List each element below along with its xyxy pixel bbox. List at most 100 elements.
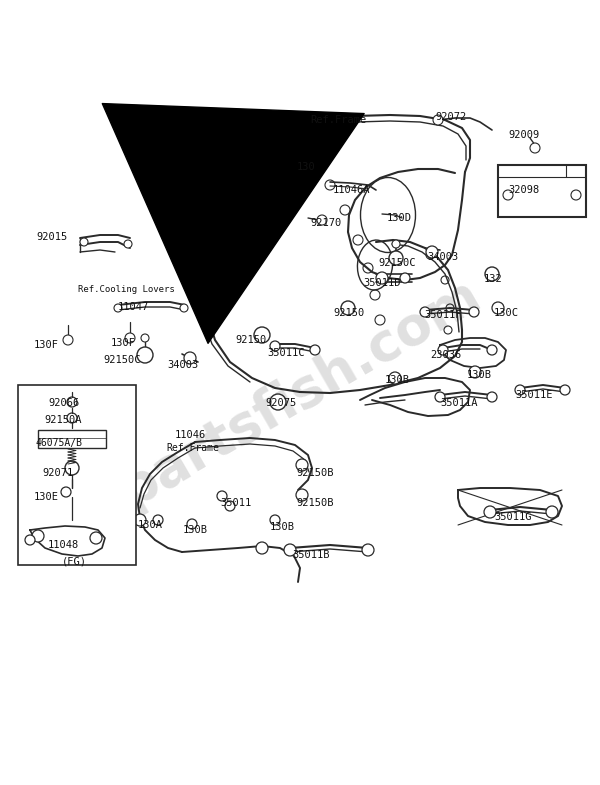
Circle shape [67, 397, 77, 407]
Circle shape [137, 347, 153, 363]
Text: 35011F: 35011F [424, 310, 461, 320]
Circle shape [254, 327, 270, 343]
Text: 46075A/B: 46075A/B [35, 438, 82, 448]
Circle shape [299, 169, 307, 177]
Circle shape [487, 345, 497, 355]
Bar [38, 430, 106, 448]
Text: 130B: 130B [183, 525, 208, 535]
Text: 130B: 130B [467, 370, 492, 380]
Circle shape [485, 267, 499, 281]
Circle shape [141, 334, 149, 342]
Text: 35011E: 35011E [515, 390, 553, 400]
Circle shape [270, 515, 280, 525]
Text: 132: 132 [484, 274, 503, 284]
Circle shape [487, 392, 497, 402]
Circle shape [124, 240, 132, 248]
Circle shape [530, 143, 540, 153]
Circle shape [426, 246, 438, 258]
Text: 11046A: 11046A [333, 185, 371, 195]
Circle shape [400, 273, 410, 283]
Circle shape [65, 461, 79, 475]
Text: 92150B: 92150B [296, 468, 334, 478]
Circle shape [571, 190, 581, 200]
Text: 34003: 34003 [427, 252, 458, 262]
Text: 92066: 92066 [48, 398, 79, 408]
Text: 130F: 130F [111, 338, 136, 348]
Circle shape [469, 307, 479, 317]
Text: Ref.Frame: Ref.Frame [166, 443, 219, 453]
Text: 92170: 92170 [310, 218, 341, 228]
Text: 130C: 130C [494, 308, 519, 318]
Text: 92150C: 92150C [103, 355, 140, 365]
Circle shape [114, 304, 122, 312]
Circle shape [317, 215, 327, 225]
Circle shape [61, 487, 71, 497]
Text: partsfish.com: partsfish.com [110, 268, 490, 517]
Text: 35011C: 35011C [267, 348, 305, 358]
Circle shape [546, 506, 558, 518]
Circle shape [256, 542, 268, 554]
Circle shape [492, 302, 504, 314]
Circle shape [389, 251, 403, 265]
Text: 130B: 130B [270, 522, 295, 532]
Circle shape [67, 413, 77, 423]
Text: 92071: 92071 [42, 468, 73, 478]
Text: 92150C: 92150C [378, 258, 415, 268]
Circle shape [32, 530, 44, 542]
Text: 92150A: 92150A [44, 415, 82, 425]
Circle shape [515, 385, 525, 395]
Text: Ref.Cooling Lovers: Ref.Cooling Lovers [78, 285, 175, 294]
Text: 130E: 130E [34, 492, 59, 502]
Text: 35011: 35011 [220, 498, 251, 508]
Text: 35011A: 35011A [440, 398, 478, 408]
Circle shape [503, 190, 513, 200]
Text: 11047: 11047 [118, 302, 149, 312]
Circle shape [225, 501, 235, 511]
Text: (FG): (FG) [62, 557, 87, 567]
Circle shape [389, 372, 401, 384]
Circle shape [217, 491, 227, 501]
Bar [498, 165, 586, 217]
Text: 92072: 92072 [435, 112, 466, 122]
Text: 11046: 11046 [175, 430, 206, 440]
Text: 35011D: 35011D [363, 278, 401, 288]
Circle shape [184, 352, 196, 364]
Circle shape [435, 392, 445, 402]
Circle shape [433, 115, 443, 125]
Circle shape [63, 335, 73, 345]
Circle shape [310, 345, 320, 355]
Circle shape [187, 519, 197, 529]
Circle shape [296, 489, 308, 501]
Circle shape [125, 333, 135, 343]
Circle shape [270, 394, 286, 410]
Text: 23036: 23036 [430, 350, 461, 360]
Text: 92015: 92015 [36, 232, 67, 242]
Text: 92150: 92150 [235, 335, 266, 345]
Circle shape [153, 515, 163, 525]
Circle shape [296, 459, 308, 471]
Circle shape [25, 535, 35, 545]
Text: 130: 130 [297, 162, 316, 172]
Text: 92150B: 92150B [296, 498, 334, 508]
Circle shape [180, 304, 188, 312]
Text: 35011G: 35011G [494, 512, 532, 522]
Text: 130D: 130D [387, 213, 412, 223]
Circle shape [376, 272, 388, 284]
Circle shape [560, 385, 570, 395]
Circle shape [392, 240, 400, 248]
Circle shape [341, 301, 355, 315]
Circle shape [270, 341, 280, 351]
Circle shape [469, 366, 481, 378]
Text: 32098: 32098 [508, 185, 539, 195]
Text: 11048: 11048 [48, 540, 79, 550]
Circle shape [134, 514, 146, 526]
Text: 92009: 92009 [508, 130, 539, 140]
Text: 92075: 92075 [265, 398, 296, 408]
Text: 130B: 130B [385, 375, 410, 385]
Circle shape [90, 532, 102, 544]
Text: 34003: 34003 [167, 360, 198, 370]
Text: 130F: 130F [34, 340, 59, 350]
Text: 35011B: 35011B [292, 550, 329, 560]
Circle shape [438, 345, 448, 355]
Circle shape [420, 307, 430, 317]
